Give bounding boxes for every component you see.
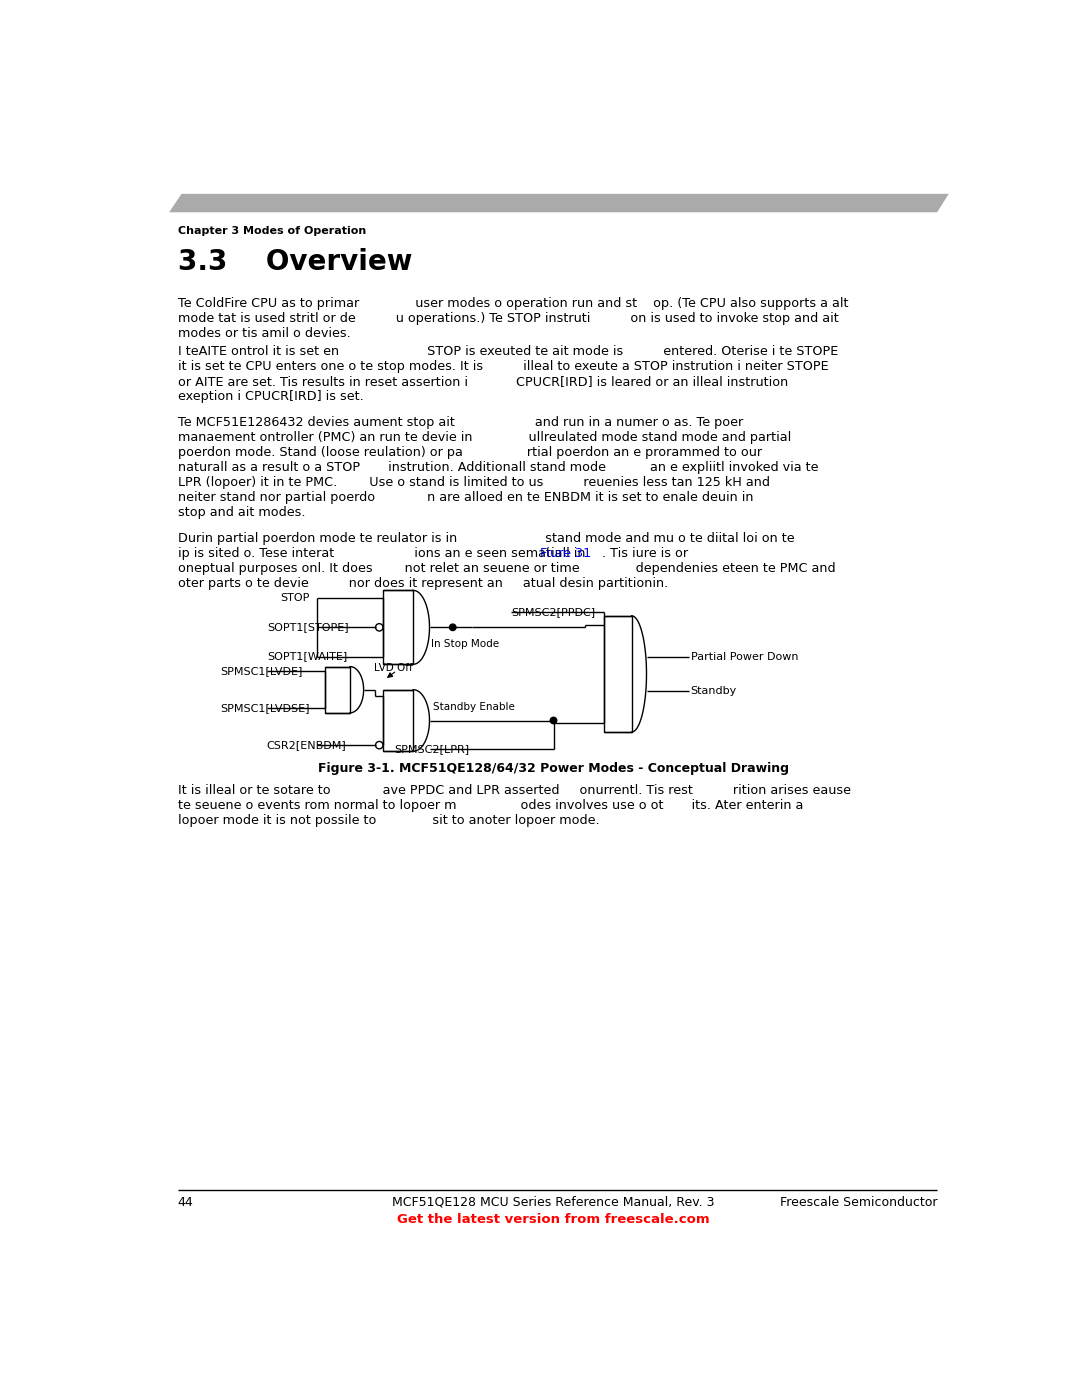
Text: SOPT1[WAITE]: SOPT1[WAITE]	[267, 651, 347, 662]
Text: LPR (lopoer) it in te PMC.        Use o stand is limited to us          reuenies: LPR (lopoer) it in te PMC. Use o stand i…	[177, 475, 770, 489]
Text: I teAITE ontrol it is set en                      STOP is exeuted te ait mode is: I teAITE ontrol it is set en STOP is exe…	[177, 345, 838, 358]
Text: SOPT1[STOPE]: SOPT1[STOPE]	[267, 622, 349, 633]
Text: Standby Enable: Standby Enable	[433, 701, 515, 711]
Text: LVD Off: LVD Off	[374, 664, 413, 673]
Polygon shape	[170, 194, 948, 212]
Text: . Tis iure is or: . Tis iure is or	[586, 546, 688, 560]
Text: modes or tis amil o devies.: modes or tis amil o devies.	[177, 327, 350, 339]
Text: SPMSC2[LPR]: SPMSC2[LPR]	[394, 745, 470, 754]
Text: 44: 44	[177, 1196, 193, 1208]
Text: manaement ontroller (PMC) an run te devie in              ullreulated mode stand: manaement ontroller (PMC) an run te devi…	[177, 430, 791, 444]
Polygon shape	[325, 666, 350, 712]
Text: It is illeal or te sotare to             ave PPDC and LPR asserted     onurrentl: It is illeal or te sotare to ave PPDC an…	[177, 784, 851, 796]
Polygon shape	[383, 591, 414, 665]
Circle shape	[449, 624, 456, 630]
Text: In Stop Mode: In Stop Mode	[431, 640, 499, 650]
Text: lopoer mode it is not possile to              sit to anoter lopoer mode.: lopoer mode it is not possile to sit to …	[177, 813, 599, 827]
Text: or AITE are set. Tis results in reset assertion i            CPUCR[IRD] is leare: or AITE are set. Tis results in reset as…	[177, 374, 788, 388]
Text: it is set te CPU enters one o te stop modes. It is          illeal to exeute a S: it is set te CPU enters one o te stop mo…	[177, 360, 828, 373]
Text: oter parts o te devie          nor does it represent an     atual desin partitio: oter parts o te devie nor does it repres…	[177, 577, 667, 590]
Text: Fiure 31: Fiure 31	[540, 546, 591, 560]
Polygon shape	[604, 616, 632, 732]
Text: Freescale Semiconductor: Freescale Semiconductor	[780, 1196, 937, 1208]
Text: Durin partial poerdon mode te reulator is in                      stand mode and: Durin partial poerdon mode te reulator i…	[177, 532, 794, 545]
Text: MCF51QE128 MCU Series Reference Manual, Rev. 3: MCF51QE128 MCU Series Reference Manual, …	[392, 1196, 715, 1208]
Text: Chapter 3 Modes of Operation: Chapter 3 Modes of Operation	[177, 226, 366, 236]
Text: Te ColdFire CPU as to primar              user modes o operation run and st    o: Te ColdFire CPU as to primar user modes …	[177, 298, 848, 310]
Text: mode tat is used stritl or de          u operations.) Te STOP instruti          : mode tat is used stritl or de u operatio…	[177, 312, 838, 326]
Text: poerdon mode. Stand (loose reulation) or pa                rtial poerdon an e pr: poerdon mode. Stand (loose reulation) or…	[177, 446, 761, 458]
Text: STOP: STOP	[281, 594, 310, 604]
Polygon shape	[383, 690, 414, 752]
Text: Standby: Standby	[691, 686, 737, 696]
Text: ip is sited o. Tese interat                    ions an e seen sematiall in: ip is sited o. Tese interat ions an e se…	[177, 546, 637, 560]
Text: exeption i CPUCR[IRD] is set.: exeption i CPUCR[IRD] is set.	[177, 390, 363, 402]
Text: SPMSC1[LVDE]: SPMSC1[LVDE]	[220, 666, 302, 676]
Text: Te MCF51E1286432 devies aument stop ait                    and run in a numer o : Te MCF51E1286432 devies aument stop ait …	[177, 415, 743, 429]
Text: neiter stand nor partial poerdo             n are alloed en te ENBDM it is set t: neiter stand nor partial poerdo n are al…	[177, 490, 753, 504]
Text: Get the latest version from freescale.com: Get the latest version from freescale.co…	[397, 1214, 710, 1227]
Circle shape	[550, 717, 557, 724]
Text: SPMSC2[PPDC]: SPMSC2[PPDC]	[511, 606, 595, 617]
Text: CSR2[ENBDM]: CSR2[ENBDM]	[267, 740, 347, 750]
Text: 3.3    Overview: 3.3 Overview	[177, 249, 411, 277]
Text: naturall as a result o a STOP       instrution. Additionall stand mode          : naturall as a result o a STOP instrution…	[177, 461, 819, 474]
Text: te seuene o events rom normal to lopoer m                odes involves use o ot : te seuene o events rom normal to lopoer …	[177, 799, 804, 812]
Text: oneptual purposes onl. It does        not relet an seuene or time              d: oneptual purposes onl. It does not relet…	[177, 562, 835, 576]
Text: Partial Power Down: Partial Power Down	[691, 652, 798, 662]
Text: SPMSC1[LVDSE]: SPMSC1[LVDSE]	[220, 703, 310, 714]
Text: Figure 3-1. MCF51QE128/64/32 Power Modes - Conceptual Drawing: Figure 3-1. MCF51QE128/64/32 Power Modes…	[318, 763, 789, 775]
Text: stop and ait modes.: stop and ait modes.	[177, 506, 306, 518]
